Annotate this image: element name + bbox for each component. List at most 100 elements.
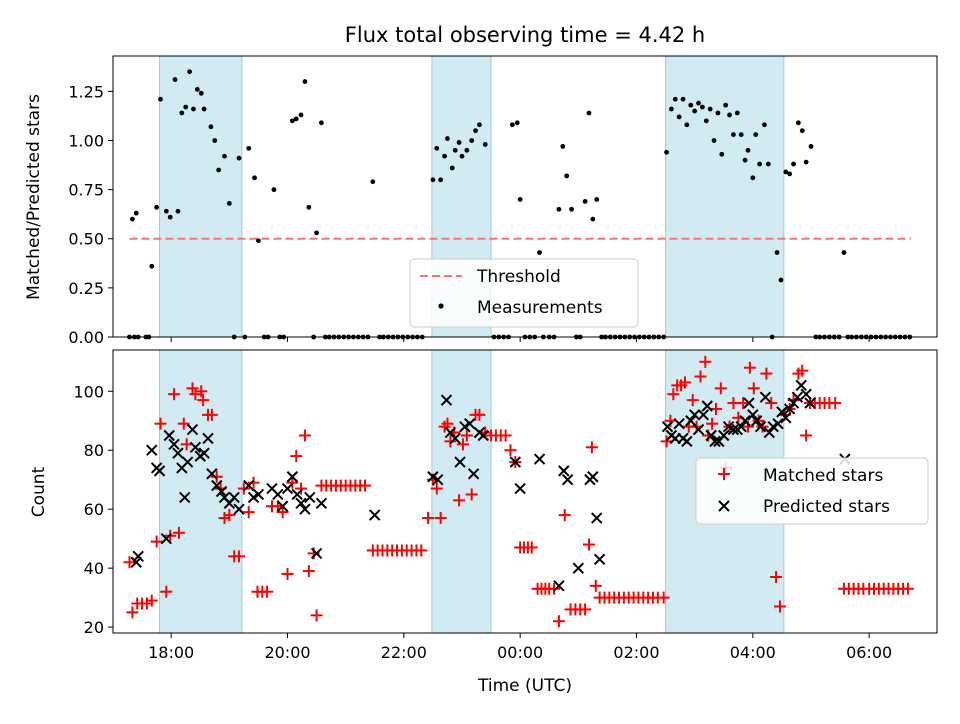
predicted-star-point bbox=[272, 488, 284, 501]
predicted-star-point bbox=[198, 447, 210, 459]
measurement-point bbox=[246, 145, 252, 151]
matched-star-point bbox=[796, 364, 809, 377]
matched-star-point bbox=[186, 382, 199, 395]
x-tick-label: 04:00 bbox=[730, 643, 776, 662]
measurement-point bbox=[688, 102, 694, 108]
matched-star-point bbox=[154, 417, 167, 430]
measurement-point bbox=[469, 138, 475, 143]
matched-star-point bbox=[829, 397, 842, 410]
predicted-star-point bbox=[772, 417, 784, 430]
measurement-point bbox=[778, 277, 784, 283]
matched-star-point bbox=[800, 429, 813, 442]
measurement-point bbox=[163, 208, 169, 214]
matched-star-point bbox=[276, 506, 289, 519]
measurement-point bbox=[841, 250, 847, 255]
measurement-point bbox=[473, 128, 478, 134]
measurement-point bbox=[252, 175, 257, 181]
observing-window-2 bbox=[431, 349, 492, 634]
measurement-point bbox=[707, 106, 713, 112]
predicted-star-point bbox=[281, 482, 294, 495]
matched-star-point bbox=[302, 565, 315, 578]
predicted-star-point bbox=[673, 417, 685, 430]
matched-star-point bbox=[667, 388, 680, 401]
measurement-point bbox=[715, 110, 721, 116]
measurement-point bbox=[582, 199, 588, 204]
matched-star-point bbox=[237, 482, 250, 495]
predicted-star-point bbox=[558, 465, 570, 477]
measurement-point bbox=[664, 149, 669, 155]
predicted-star-point bbox=[750, 415, 763, 427]
y-tick-label: 0.25 bbox=[68, 279, 104, 298]
measurement-point bbox=[514, 120, 520, 126]
predicted-star-point bbox=[467, 468, 480, 480]
predicted-star-point bbox=[800, 388, 812, 400]
predicted-star-point bbox=[310, 547, 323, 560]
matched-star-point bbox=[415, 544, 428, 557]
measurement-point bbox=[791, 161, 796, 167]
predicted-star-point bbox=[369, 509, 381, 521]
matched-star-point bbox=[172, 526, 185, 539]
predicted-star-point bbox=[449, 432, 461, 445]
matched-star-point bbox=[743, 361, 756, 374]
x-tick-label: 06:00 bbox=[846, 643, 892, 662]
predicted-star-point bbox=[763, 426, 775, 439]
top-y-axis-label: Matched/Predicted stars bbox=[24, 94, 44, 300]
x-axis-label: Time (UTC) bbox=[477, 676, 572, 696]
predicted-star-point bbox=[791, 391, 804, 403]
bottom-legend: Matched stars Predicted stars bbox=[695, 457, 929, 525]
predicted-star-point bbox=[705, 429, 717, 442]
measurement-point bbox=[302, 79, 308, 84]
predicted-star-point bbox=[514, 482, 526, 495]
measurement-point bbox=[723, 102, 729, 108]
predicted-star-point bbox=[243, 479, 255, 492]
observing-window-1 bbox=[159, 55, 243, 338]
predicted-star-point bbox=[593, 553, 606, 566]
measurement-point bbox=[753, 132, 759, 138]
matched-star-point bbox=[504, 444, 517, 457]
measurement-point bbox=[306, 204, 312, 210]
measurement-point bbox=[149, 263, 155, 269]
matched-star-point bbox=[286, 476, 299, 489]
matched-star-point bbox=[145, 594, 158, 607]
measurement-point bbox=[590, 216, 596, 222]
y-tick-label: 20 bbox=[84, 618, 104, 637]
predicted-star-point bbox=[709, 435, 721, 448]
predicted-star-point bbox=[432, 474, 444, 486]
predicted-star-point bbox=[681, 435, 693, 448]
matched-star-point bbox=[126, 606, 139, 619]
matched-star-point bbox=[525, 541, 538, 554]
bottom-plot-frame bbox=[112, 349, 938, 634]
measurement-point bbox=[271, 187, 277, 193]
matched-star-point bbox=[210, 470, 223, 483]
matched-star-point bbox=[747, 382, 760, 395]
measurement-point bbox=[734, 110, 740, 116]
measurement-point bbox=[556, 206, 562, 212]
measurement-point bbox=[442, 153, 447, 159]
y-tick-label: 0.00 bbox=[68, 328, 104, 347]
predicted-star-point bbox=[743, 397, 755, 409]
measurement-point bbox=[158, 96, 163, 102]
measurement-point bbox=[191, 106, 196, 112]
measurement-point bbox=[172, 77, 178, 82]
matched-star-point bbox=[660, 435, 673, 448]
matched-star-point bbox=[473, 408, 486, 421]
matched-star-point bbox=[298, 429, 311, 442]
predicted-star-point bbox=[783, 403, 796, 415]
measurement-point bbox=[774, 250, 780, 255]
predicted-star-point bbox=[299, 503, 311, 515]
measurement-point bbox=[477, 122, 482, 128]
measurement-point bbox=[731, 132, 736, 138]
predicted-star-point bbox=[454, 456, 466, 468]
predicted-star-point bbox=[754, 420, 767, 433]
matched-star-point bbox=[168, 388, 181, 401]
predicted-star-point bbox=[286, 471, 299, 483]
top-panel: 0.00 0.25 0.50 0.75 1.00 1.25 Matched/Predict… bbox=[24, 55, 938, 347]
predicted-star-point bbox=[718, 429, 730, 442]
predicted-star-point bbox=[553, 580, 565, 592]
measurement-point bbox=[167, 214, 173, 220]
predicted-star-point bbox=[697, 409, 710, 421]
matched-star-point bbox=[310, 609, 323, 622]
measurement-point bbox=[684, 122, 690, 128]
predicted-star-point bbox=[228, 491, 240, 504]
measurement-point bbox=[742, 157, 748, 163]
